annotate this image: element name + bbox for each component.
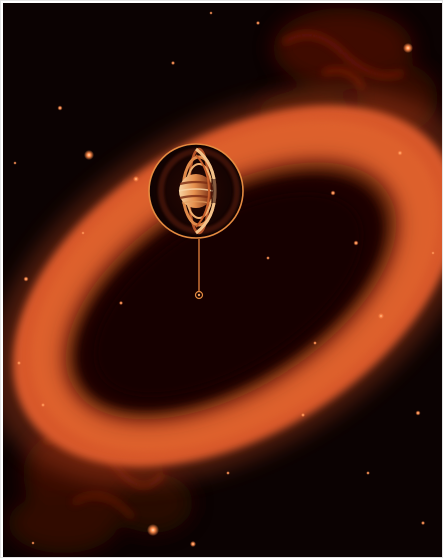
giant-ring xyxy=(3,87,442,485)
planet-with-rings-icon xyxy=(158,147,240,235)
planet-inset xyxy=(148,143,244,239)
inset-border xyxy=(148,143,244,239)
space-image xyxy=(3,3,442,557)
stars xyxy=(13,11,435,547)
space-scene xyxy=(3,3,442,557)
target-marker-icon xyxy=(194,290,204,300)
